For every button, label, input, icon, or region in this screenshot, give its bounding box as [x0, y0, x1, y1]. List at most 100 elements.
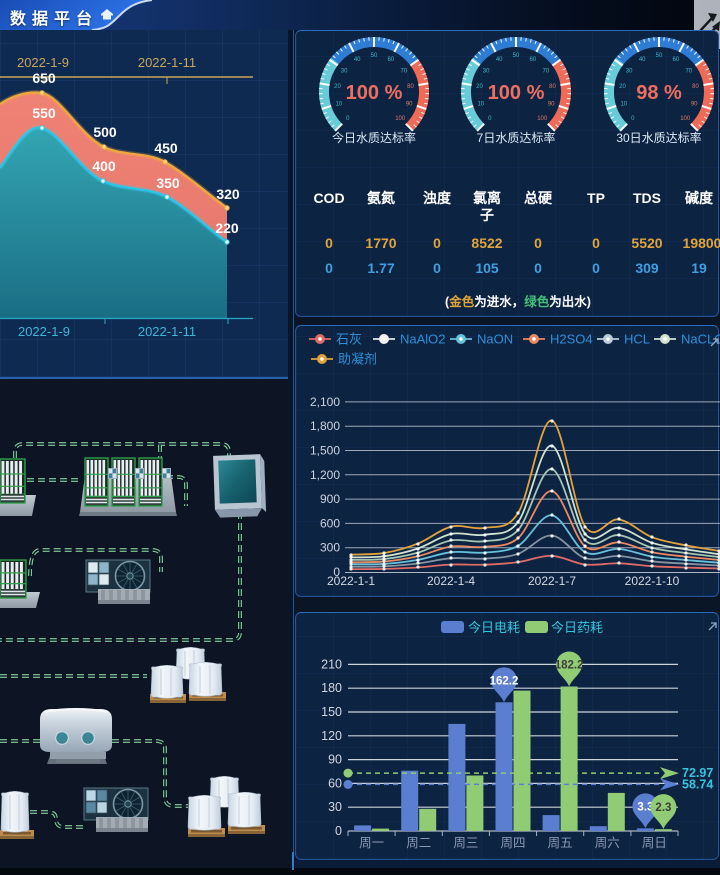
svg-text:50: 50: [656, 53, 663, 59]
svg-text:70: 70: [686, 68, 693, 74]
svg-text:1770: 1770: [365, 235, 396, 251]
svg-text:40: 40: [496, 57, 503, 63]
svg-text:0: 0: [534, 260, 542, 276]
svg-text:60: 60: [387, 57, 394, 63]
svg-text:2022-1-7: 2022-1-7: [528, 574, 576, 588]
svg-text:8522: 8522: [471, 235, 502, 251]
svg-text:周三: 周三: [453, 836, 478, 850]
svg-text:210: 210: [321, 657, 342, 671]
svg-text:19: 19: [691, 260, 707, 276]
svg-text:320: 320: [216, 186, 240, 202]
svg-text:100: 100: [537, 116, 548, 122]
svg-text:2022-1-11: 2022-1-11: [138, 55, 196, 70]
svg-text:20: 20: [619, 84, 626, 90]
svg-text:2022-1-9: 2022-1-9: [17, 55, 69, 70]
svg-text:90: 90: [548, 101, 555, 107]
svg-text:50: 50: [371, 53, 378, 59]
svg-text:40: 40: [354, 57, 361, 63]
svg-text:70: 70: [543, 68, 550, 74]
svg-text:2022-1-1: 2022-1-1: [327, 574, 375, 588]
svg-text:80: 80: [692, 84, 699, 90]
svg-text:NaCLO: NaCLO: [681, 332, 720, 347]
svg-text:80: 80: [549, 84, 556, 90]
svg-text:周四: 周四: [500, 836, 525, 850]
svg-text:HCL: HCL: [624, 332, 650, 347]
svg-text:H2SO4: H2SO4: [550, 332, 593, 347]
svg-text:氨氮: 氨氮: [367, 190, 395, 206]
svg-text:2022-1-10: 2022-1-10: [625, 574, 680, 588]
svg-text:90: 90: [406, 101, 413, 107]
svg-text:总硬: 总硬: [524, 190, 553, 206]
svg-text:30: 30: [328, 800, 342, 814]
svg-text:0: 0: [433, 260, 441, 276]
svg-text:石灰: 石灰: [336, 332, 362, 347]
svg-text:105: 105: [475, 260, 499, 276]
svg-text:1,500: 1,500: [310, 444, 340, 458]
svg-text:0: 0: [592, 235, 600, 251]
svg-text:今日电耗: 今日电耗: [468, 620, 520, 635]
svg-text:周五: 周五: [548, 836, 573, 850]
svg-text:NaON: NaON: [477, 332, 513, 347]
svg-text:450: 450: [154, 140, 178, 156]
svg-text:350: 350: [156, 175, 180, 191]
svg-text:浊度: 浊度: [423, 190, 452, 206]
svg-text:0: 0: [433, 235, 441, 251]
svg-text:90: 90: [328, 753, 342, 767]
svg-text:周六: 周六: [595, 836, 620, 850]
svg-text:30: 30: [341, 68, 348, 74]
svg-text:2.3: 2.3: [655, 802, 671, 814]
svg-text:162.2: 162.2: [490, 675, 519, 687]
svg-text:今日药耗: 今日药耗: [551, 620, 603, 635]
svg-text:子: 子: [480, 207, 494, 223]
svg-text:650: 650: [32, 70, 56, 86]
svg-text:182.2: 182.2: [555, 659, 584, 671]
svg-text:3.3: 3.3: [637, 801, 653, 813]
svg-text:309: 309: [635, 260, 659, 276]
svg-text:100: 100: [395, 116, 406, 122]
svg-text:70: 70: [401, 68, 408, 74]
svg-text:90: 90: [691, 101, 698, 107]
svg-text:180: 180: [321, 681, 342, 695]
svg-text:60: 60: [529, 57, 536, 63]
svg-text:100: 100: [680, 116, 691, 122]
svg-text:2022-1-9: 2022-1-9: [18, 324, 70, 339]
svg-text:0: 0: [592, 260, 600, 276]
svg-text:30: 30: [626, 68, 633, 74]
svg-text:600: 600: [320, 516, 340, 530]
svg-text:0: 0: [333, 565, 340, 579]
svg-text:80: 80: [407, 84, 414, 90]
svg-text:400: 400: [92, 158, 116, 174]
svg-text:周二: 周二: [406, 836, 431, 850]
svg-text:COD: COD: [313, 190, 344, 206]
svg-text:58.74: 58.74: [682, 777, 713, 791]
svg-text:60: 60: [328, 776, 342, 790]
svg-text:20: 20: [334, 84, 341, 90]
svg-text:0: 0: [325, 260, 333, 276]
svg-text:500: 500: [93, 124, 117, 140]
svg-text:氯离: 氯离: [473, 190, 501, 206]
svg-text:0: 0: [335, 824, 342, 838]
svg-text:900: 900: [320, 492, 340, 506]
svg-text:120: 120: [321, 729, 342, 743]
svg-text:30: 30: [483, 68, 490, 74]
svg-text:5520: 5520: [631, 235, 662, 251]
svg-text:40: 40: [639, 57, 646, 63]
svg-text:0: 0: [346, 116, 350, 122]
svg-text:60: 60: [672, 57, 679, 63]
svg-text:1.77: 1.77: [367, 260, 394, 276]
svg-text:300: 300: [320, 541, 340, 555]
svg-text:周日: 周日: [642, 836, 667, 850]
svg-text:72.97: 72.97: [682, 766, 713, 780]
svg-text:98 %: 98 %: [636, 82, 682, 104]
svg-text:2022-1-11: 2022-1-11: [138, 324, 196, 339]
svg-text:100 %: 100 %: [488, 82, 545, 104]
svg-text:20: 20: [476, 84, 483, 90]
svg-text:0: 0: [534, 235, 542, 251]
svg-text:TP: TP: [587, 190, 605, 206]
svg-text:TDS: TDS: [633, 190, 661, 206]
svg-text:10: 10: [335, 101, 342, 107]
svg-text:100 %: 100 %: [346, 82, 403, 104]
svg-text:220: 220: [215, 220, 239, 236]
svg-text:10: 10: [620, 101, 627, 107]
svg-text:1,200: 1,200: [310, 468, 340, 482]
